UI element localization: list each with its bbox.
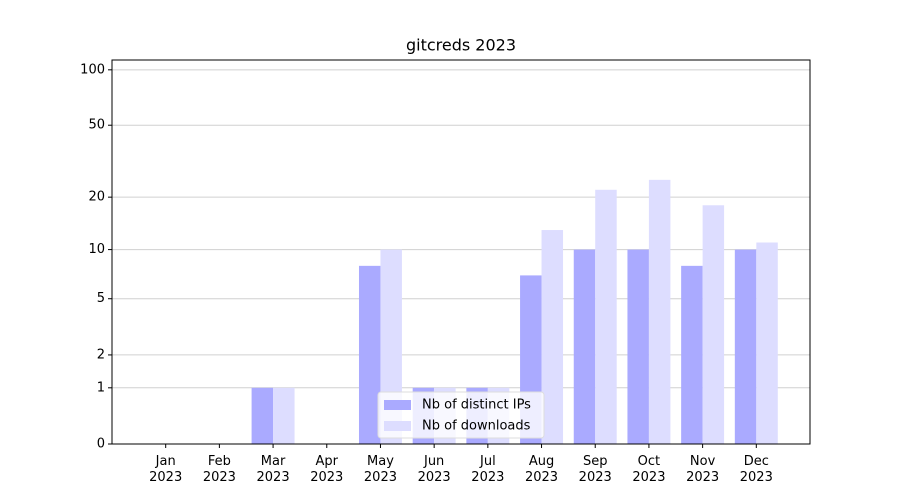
x-tick-label: Nov 2023: [686, 454, 719, 485]
bar: [541, 230, 564, 444]
x-tick-label-line: 2023: [632, 470, 665, 485]
x-tick-label-line: Dec: [744, 454, 769, 469]
x-tick-label-line: Aug: [529, 454, 554, 469]
x-tick-label-line: 2023: [579, 470, 612, 485]
x-tick-label-line: 2023: [310, 470, 343, 485]
bar: [734, 249, 757, 444]
legend-box: [377, 391, 545, 439]
x-tick-label-line: 2023: [257, 470, 290, 485]
bar: [702, 205, 725, 444]
y-tick-label: 20: [88, 190, 105, 205]
bar: [648, 179, 671, 445]
bar: [251, 387, 274, 444]
x-tick-label: Sep 2023: [579, 454, 612, 485]
legend-swatch: [384, 400, 411, 410]
x-tick-label: Jan 2023: [149, 454, 182, 485]
bar: [627, 249, 649, 444]
x-tick-label-line: Nov: [690, 454, 716, 469]
x-tick-label: Oct 2023: [632, 454, 665, 485]
x-tick-label-line: Apr: [316, 454, 339, 469]
x-tick-label-line: 2023: [740, 470, 773, 485]
y-tick-label: 100: [80, 62, 105, 77]
bar: [681, 265, 703, 444]
legend-label: Nb of distinct IPs: [422, 398, 531, 413]
x-tick-label: Apr 2023: [310, 454, 343, 485]
x-tick-label-line: Jun: [423, 454, 444, 469]
x-tick-label: Jun 2023: [418, 454, 451, 485]
bar: [756, 242, 778, 444]
x-tick-label-line: Mar: [261, 454, 286, 469]
bar: [573, 249, 596, 444]
x-tick-label-line: Jan: [155, 454, 176, 469]
y-tick-label: 50: [88, 118, 105, 133]
x-tick-label-line: Oct: [638, 454, 660, 469]
x-tick-label: Dec 2023: [740, 454, 773, 485]
bar: [358, 265, 381, 444]
x-tick-label-line: 2023: [418, 470, 451, 485]
bar: [273, 387, 295, 444]
x-tick-label-line: Jul: [479, 454, 496, 469]
x-tick-label-line: Sep: [583, 454, 608, 469]
bar: [595, 189, 617, 444]
x-tick-label-line: 2023: [149, 470, 182, 485]
y-tick-label: 0: [97, 437, 105, 452]
chart-title: gitcreds 2023: [406, 36, 516, 55]
x-tick-label-line: 2023: [471, 470, 504, 485]
x-tick-label-line: 2023: [203, 470, 236, 485]
x-tick-label: Feb 2023: [203, 454, 236, 485]
x-tick-label-line: May: [367, 454, 394, 469]
legend-label: Nb of downloads: [422, 419, 531, 434]
y-tick-label: 10: [88, 242, 105, 257]
x-tick-label-line: 2023: [364, 470, 397, 485]
x-tick-label-line: Feb: [208, 454, 231, 469]
y-tick-label: 2: [97, 347, 105, 362]
legend-swatch: [384, 421, 411, 431]
x-tick-label: Aug 2023: [525, 454, 558, 485]
x-tick-label: May 2023: [364, 454, 397, 485]
x-tick-label-line: 2023: [686, 470, 719, 485]
y-tick-label: 1: [97, 380, 105, 395]
plot-frame: [111, 59, 811, 445]
x-tick-label: Jul 2023: [471, 454, 504, 485]
x-tick-label-line: 2023: [525, 470, 558, 485]
x-tick-label: Mar 2023: [257, 454, 290, 485]
y-tick-label: 5: [97, 291, 105, 306]
